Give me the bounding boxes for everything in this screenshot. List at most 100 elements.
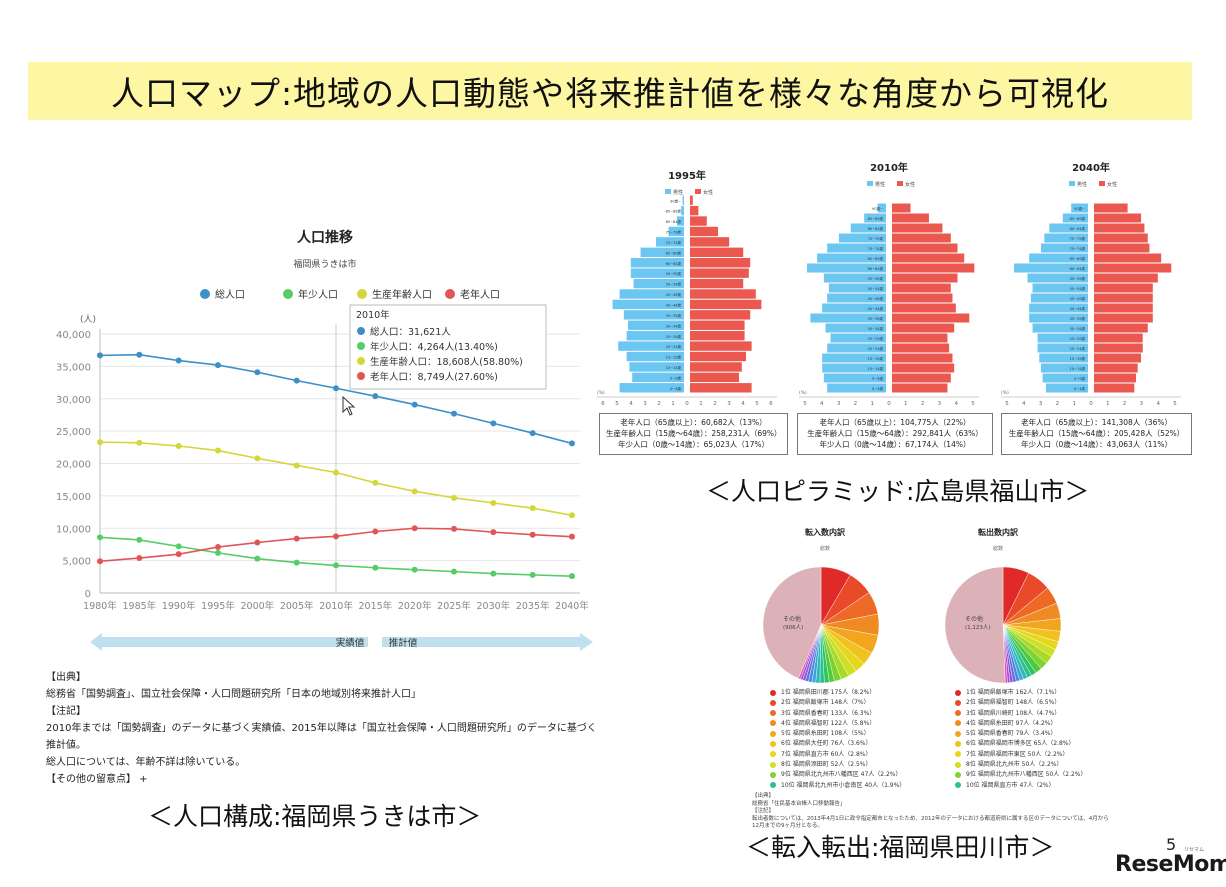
- legend-label: 9位 福岡県北九州市八幡西区 50人（2.2%）: [966, 771, 1087, 779]
- female-bar: [1094, 293, 1153, 303]
- pyramid-x-tick: 1: [1106, 401, 1110, 405]
- male-bar: [1032, 323, 1088, 333]
- age-label: 40~44歳: [666, 303, 682, 308]
- female-bar: [892, 253, 965, 263]
- age-label: 50~54歳: [1070, 286, 1086, 291]
- data-point: [215, 447, 221, 454]
- legend-label: 10位 福岡県北九州市小倉南区 40人（1.9%）: [781, 781, 906, 789]
- tooltip-marker: [357, 327, 365, 335]
- pie-other-value: (906人): [783, 624, 803, 631]
- data-point: [411, 401, 418, 408]
- legend-item: 6位 福岡県大任町 76人（3.6%）: [770, 739, 905, 749]
- data-point: [529, 430, 536, 437]
- male-bar: [1049, 223, 1088, 233]
- age-label: 70~74歳: [666, 240, 682, 245]
- pyramid-x-tick: 5: [803, 401, 807, 405]
- actual-band: [90, 633, 368, 651]
- legend-label-male: 男性: [1077, 181, 1087, 188]
- age-label: 80~84歳: [666, 219, 682, 224]
- x-tick-label: 2020年: [398, 600, 432, 612]
- pyramid-x-tick: 3: [837, 401, 841, 405]
- female-bar: [1094, 243, 1150, 253]
- other-notes-toggle[interactable]: 【その他の留意点】 +: [46, 774, 148, 785]
- female-bar: [690, 258, 751, 268]
- tooltip-year: 2010年: [356, 309, 390, 321]
- age-label: 15~19歳: [666, 355, 682, 360]
- data-point: [254, 369, 261, 376]
- pyramid-x-tick: 2: [1123, 401, 1127, 405]
- note-line: 転出者数については、2013年4月1日に政令指定都市となったため、2012年のデ…: [752, 815, 1109, 822]
- legend-swatch-female: [897, 181, 903, 186]
- pyramid-title: 2010年: [870, 161, 908, 174]
- age-label: 70~74歳: [1070, 246, 1086, 251]
- female-bar: [1094, 323, 1148, 333]
- x-tick-label: 2015年: [358, 600, 392, 612]
- female-bar: [690, 351, 746, 362]
- pie-title: 転出数内訳: [978, 527, 1019, 537]
- age-label: 45~49歳: [868, 296, 884, 301]
- legend-label: 6位 福岡県大任町 76人（3.6%）: [781, 740, 872, 748]
- legend-label-female: 女性: [703, 189, 713, 196]
- female-bar: [1094, 213, 1142, 223]
- pyramid-x-tick: 2: [713, 401, 717, 405]
- male-bar: [618, 341, 684, 351]
- male-bar: [1044, 233, 1088, 243]
- legend-label: 8位 福岡県添田町 52人（2.5%）: [781, 761, 872, 769]
- legend-label: 1位 福岡県田川郡 175人（8.2%）: [781, 689, 876, 696]
- y-tick-label: 30,000: [56, 395, 91, 406]
- male-bar: [677, 216, 684, 226]
- legend-label: 3位 福岡県香春町 133人（6.3%）: [781, 709, 876, 717]
- data-point: [569, 533, 575, 540]
- pyramid-x-tick: 6: [769, 401, 773, 405]
- female-bar: [892, 203, 911, 213]
- male-bar: [626, 351, 684, 362]
- pyramid-x-tick: 1: [671, 401, 675, 405]
- male-bar: [1029, 253, 1088, 263]
- male-bar: [850, 223, 886, 233]
- male-bar: [1027, 273, 1088, 283]
- pyramid-x-tick: 1: [870, 401, 874, 405]
- data-point: [97, 439, 103, 446]
- pyramid-x-tick: 0: [685, 401, 689, 405]
- legend-item: 2位 福岡県福智町 148人（6.5%）: [955, 698, 1087, 708]
- female-bar: [1094, 343, 1143, 353]
- pyramid-x-tick: 3: [727, 401, 731, 405]
- male-bar: [681, 205, 684, 216]
- outflow-legend: 1位 福岡県飯塚市 162人（7.1%） 2位 福岡県福智町 148人（6.5%…: [955, 688, 1087, 791]
- legend-label: 総人口: [215, 288, 245, 301]
- female-bar: [892, 263, 975, 273]
- age-label: 5~9歳: [1074, 376, 1085, 381]
- legend-item: 3位 福岡県川崎町 108人（4.7%）: [955, 709, 1087, 719]
- stat-line: 生産年齢人口（15歳～64歳）：258,231人（69%）: [606, 429, 782, 438]
- male-bar: [823, 373, 886, 383]
- legend-item: 5位 福岡県香春町 79人（3.4%）: [955, 729, 1087, 739]
- male-bar: [827, 293, 886, 303]
- age-label: 65~69歳: [868, 256, 884, 261]
- male-bar: [1042, 373, 1088, 383]
- female-bar: [892, 233, 951, 243]
- y-axis-unit: (人): [80, 314, 96, 325]
- data-point: [254, 555, 261, 562]
- age-label: 35~39歳: [666, 313, 682, 318]
- legend-label-female: 女性: [1107, 181, 1117, 188]
- female-bar: [690, 247, 744, 258]
- pie-other-label: その他: [783, 615, 801, 623]
- pyramid-x-tick: 5: [1005, 401, 1009, 405]
- note-line: 総務省「国勢調査」、国立社会保障・人口問題研究所「日本の地域別将来推計人口」: [46, 689, 421, 700]
- trend-notes: 【出典】 総務省「国勢調査」、国立社会保障・人口問題研究所「日本の地域別将来推計…: [46, 669, 597, 788]
- legend-swatch-male: [665, 189, 671, 194]
- age-label: 10~14歳: [1070, 366, 1086, 371]
- data-point: [175, 443, 182, 450]
- legend-label: 2位 福岡県福智町 148人（6.5%）: [966, 699, 1061, 707]
- female-bar: [892, 243, 958, 253]
- female-bar: [892, 223, 943, 233]
- female-bar: [1094, 223, 1145, 233]
- female-bar: [690, 330, 745, 341]
- male-bar: [822, 303, 886, 313]
- pyramid-x-tick: 2: [657, 401, 661, 405]
- pyramid-x-tick: 5: [971, 401, 975, 405]
- male-bar: [1037, 343, 1088, 353]
- age-label: 75~79歳: [1070, 236, 1086, 241]
